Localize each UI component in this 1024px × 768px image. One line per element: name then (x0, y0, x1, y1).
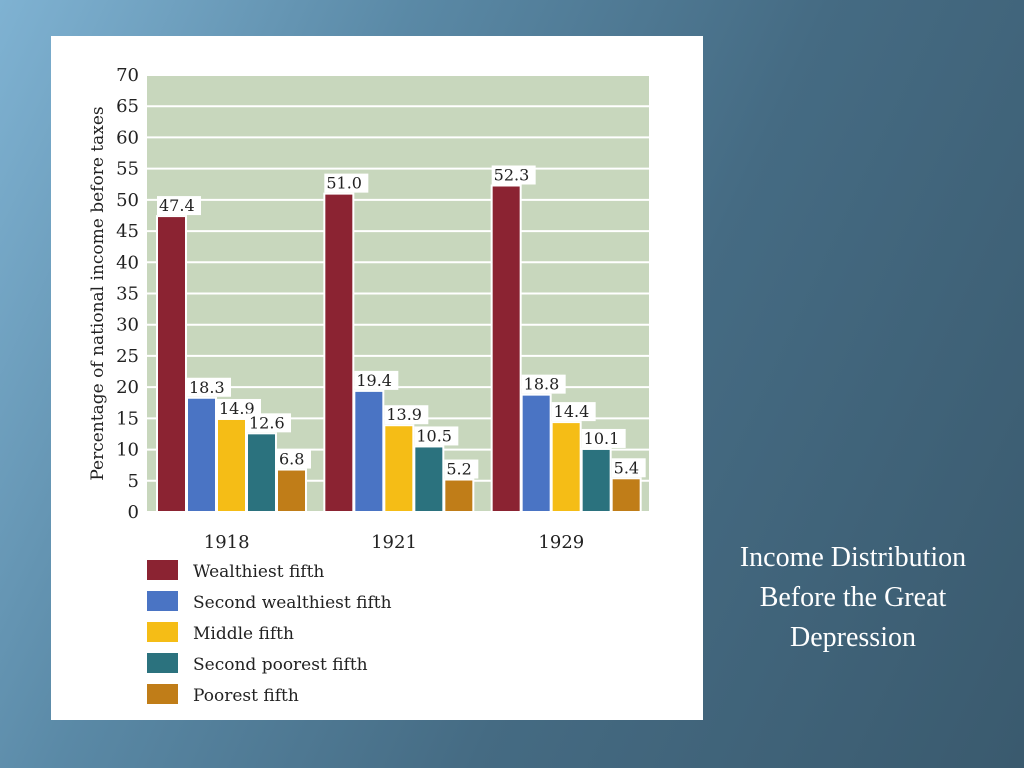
value-label: 13.9 (386, 405, 422, 424)
legend-entry: Second poorest fifth (193, 655, 368, 675)
bar (580, 447, 612, 513)
value-label: 14.9 (219, 399, 255, 418)
value-label-bg (324, 173, 369, 193)
bar (186, 396, 217, 513)
value-label-bg (611, 458, 646, 478)
value-label-bg (581, 428, 626, 448)
y-tick-label: 55 (116, 159, 139, 180)
bar (156, 215, 187, 514)
value-label-bg (217, 398, 261, 418)
bar (216, 417, 247, 513)
value-label: 52.3 (494, 165, 530, 184)
y-tick-label: 70 (116, 65, 139, 86)
legend-entry: Middle fifth (193, 624, 294, 644)
value-label-bg (157, 196, 201, 216)
value-label: 5.2 (446, 460, 471, 479)
y-tick-label: 5 (128, 471, 139, 492)
y-tick-label: 45 (116, 221, 139, 242)
value-label-bg (247, 413, 291, 433)
y-tick-label: 15 (116, 408, 139, 429)
value-label-bg (277, 449, 311, 469)
bar-chart: 47.418.314.912.66.851.019.413.910.55.252… (88, 65, 649, 706)
y-tick-label: 30 (116, 315, 139, 336)
y-tick-label: 65 (116, 96, 139, 117)
bar (443, 478, 475, 513)
bar (490, 184, 522, 513)
value-label-bg (384, 405, 429, 425)
y-tick-label: 50 (116, 190, 139, 211)
value-label: 6.8 (279, 450, 304, 469)
y-tick-label: 60 (116, 127, 139, 148)
value-label: 10.5 (416, 426, 452, 445)
chart-card: 47.4 18.3 14.9 12.6 6.8 51.0 19.4 13.9 10.5 5.2 52… (51, 36, 703, 720)
legend-swatch (147, 560, 178, 580)
y-tick-label: 10 (116, 440, 139, 461)
value-label: 51.0 (326, 174, 362, 193)
bar (276, 468, 307, 514)
value-label-bg (491, 165, 536, 185)
value-label-bg (187, 377, 231, 397)
slide-caption: Income Distribution Before the Great Dep… (739, 542, 967, 653)
legend-entry: Poorest fifth (193, 686, 299, 706)
bar (246, 432, 277, 513)
value-label-bg (551, 402, 596, 422)
x-tick-label: 1921 (371, 532, 417, 553)
legend-swatch (147, 653, 178, 673)
bar (520, 393, 552, 513)
bar (610, 477, 642, 514)
value-label-bg (521, 374, 566, 394)
value-label: 14.4 (554, 402, 590, 421)
value-label-bg (444, 459, 479, 479)
bar (550, 421, 582, 513)
y-tick-label: 0 (128, 502, 139, 523)
bar (323, 192, 355, 513)
value-label: 19.4 (356, 371, 392, 390)
value-label: 5.4 (614, 458, 639, 477)
bar (413, 445, 445, 514)
value-label: 47.4 (159, 196, 195, 215)
value-label: 10.1 (584, 429, 620, 448)
legend-entry: Wealthiest fifth (193, 562, 324, 582)
value-label: 12.6 (249, 413, 285, 432)
y-tick-label: 20 (116, 377, 139, 398)
bar (353, 389, 385, 514)
legend-swatch (147, 591, 178, 611)
y-tick-label: 35 (116, 284, 139, 305)
y-axis-label: Percentage of national income before tax… (88, 106, 108, 480)
value-label-bg (414, 426, 459, 446)
x-tick-label: 1918 (204, 532, 250, 553)
legend-entry: Second wealthiest fifth (193, 593, 392, 613)
value-label-bg (354, 370, 399, 390)
legend-swatch (147, 684, 178, 704)
y-tick-label: 25 (116, 346, 139, 367)
bar (383, 424, 415, 513)
value-label: 18.3 (189, 378, 225, 397)
y-tick-label: 40 (116, 252, 139, 273)
legend-swatch (147, 622, 178, 642)
x-tick-label: 1929 (538, 532, 584, 553)
value-label: 18.8 (524, 375, 560, 394)
